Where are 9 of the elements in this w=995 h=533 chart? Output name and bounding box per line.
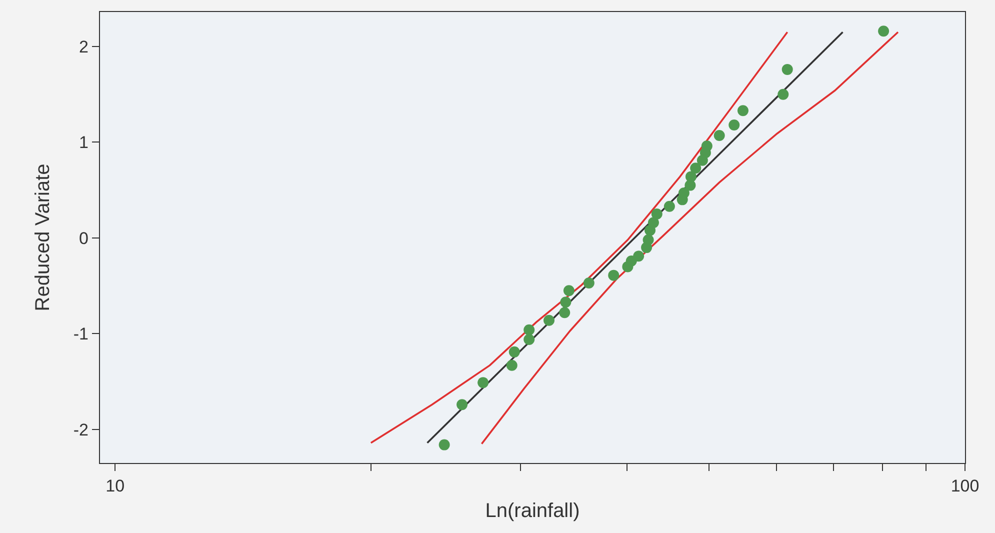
x-tick-label: 10: [106, 476, 125, 496]
y-tick-label: -1: [73, 324, 88, 344]
y-tick-label: 1: [79, 133, 88, 152]
y-tick-label: 0: [79, 228, 88, 248]
x-axis-title: Ln(rainfall): [485, 500, 580, 522]
y-axis-title: Reduced Variate: [32, 164, 54, 312]
y-tick-label: 2: [79, 37, 88, 56]
y-tick-label: -2: [73, 420, 88, 440]
x-tick-label: 100: [950, 476, 980, 496]
